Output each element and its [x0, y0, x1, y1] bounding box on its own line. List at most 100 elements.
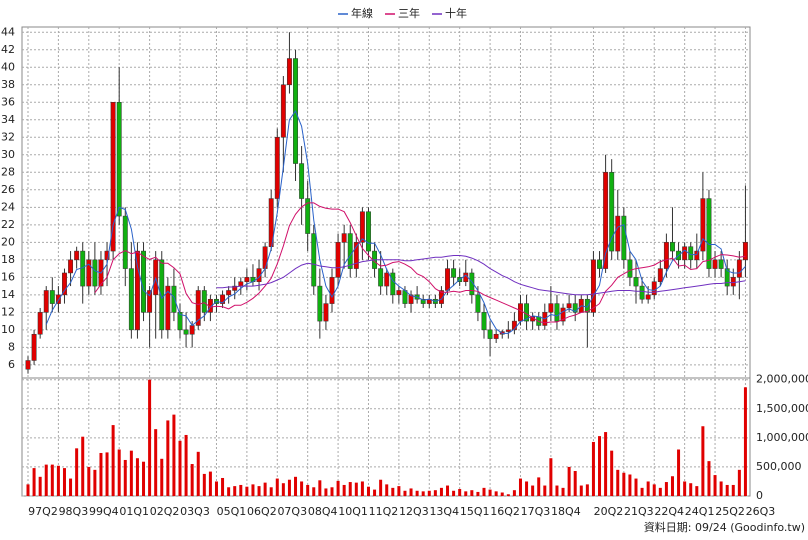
volume-bar [719, 481, 723, 496]
volume-bar [439, 487, 443, 496]
candle-body [742, 242, 748, 261]
volume-bar [148, 379, 152, 496]
volume-bar [56, 465, 60, 496]
x-tick-label: 17Q3 [521, 505, 551, 518]
volume-bar [50, 464, 54, 496]
candle-body [353, 242, 359, 269]
candle-body [104, 250, 110, 261]
candle-body [262, 246, 268, 269]
volume-bar [731, 484, 735, 496]
candle-body [305, 198, 311, 234]
candle-body [390, 272, 396, 296]
legend-label: 十年 [445, 6, 467, 20]
x-tick-label: 05Q1 [217, 505, 247, 518]
volume-bar [506, 494, 510, 496]
volume-bar [683, 481, 687, 496]
candle-body [183, 329, 189, 335]
candle-body [396, 290, 402, 296]
candle-body [469, 272, 475, 296]
volume-bar [598, 436, 602, 496]
volume-bar [287, 479, 291, 496]
candle-body [670, 242, 675, 252]
candle-body [329, 277, 335, 304]
ma-line [216, 255, 746, 296]
y-tick-label: 26 [1, 183, 15, 196]
x-tick-label: 16Q2 [490, 505, 520, 518]
volume-bar [591, 441, 595, 496]
volume-bar [525, 481, 529, 496]
legend-label: 年線 [351, 6, 373, 20]
x-tick-label: 03Q3 [180, 505, 210, 518]
volume-bar [38, 476, 42, 496]
x-tick-label: 02Q2 [150, 505, 180, 518]
candle-body [694, 250, 700, 261]
candle-body [724, 268, 730, 287]
candle-body [384, 272, 390, 287]
volume-bar [500, 492, 504, 496]
x-tick-label: 24Q1 [685, 505, 715, 518]
volume-bar [537, 477, 541, 496]
y-tick-label: 36 [1, 95, 15, 108]
candle-body [323, 303, 329, 322]
candle-body [445, 268, 450, 291]
volume-bar [567, 466, 571, 496]
x-tick-label: 13Q4 [429, 505, 459, 518]
x-tick-label: 25Q2 [715, 505, 745, 518]
candle-body [116, 102, 122, 217]
volume-bar [403, 490, 407, 496]
y-tick-label: 14 [1, 288, 15, 301]
candle-body [560, 307, 566, 322]
volume-bar [634, 478, 638, 496]
candle-body [451, 268, 457, 278]
volume-bar [160, 458, 164, 496]
candle-body [584, 298, 590, 313]
volume-bar [142, 461, 146, 496]
volume-bar [713, 475, 717, 496]
candle-body [682, 246, 688, 261]
candle-body [663, 242, 669, 269]
x-tick-label: 10Q1 [338, 505, 368, 518]
volume-bar [360, 481, 364, 496]
volume-bar [294, 476, 298, 496]
candle-body [43, 290, 49, 313]
candle-body [621, 215, 627, 261]
volume-bar [543, 485, 547, 496]
x-tick-label: 20Q2 [594, 505, 624, 518]
candle-body [128, 268, 134, 331]
y-tick-label: 8 [8, 340, 15, 353]
candle-body [645, 294, 651, 300]
candle-body [226, 290, 232, 296]
volume-bar [604, 432, 608, 496]
volume-bar [354, 482, 358, 496]
candle-body [518, 303, 523, 322]
volume-tick-label: 0 [756, 489, 763, 502]
candle-body [639, 285, 645, 300]
candle-body [487, 329, 493, 339]
volume-bar [373, 489, 377, 496]
volume-bar [221, 477, 225, 496]
candle-body [220, 294, 226, 304]
volume-bar [306, 484, 310, 496]
x-tick-label: 12Q3 [399, 505, 429, 518]
volume-bar [62, 468, 66, 496]
volume-bar [178, 440, 182, 496]
candle-body [633, 277, 639, 287]
volume-bar [117, 449, 121, 496]
candle-body [232, 285, 238, 291]
volume-bar [391, 487, 395, 496]
volume-bar [677, 449, 681, 496]
candle-body [244, 277, 250, 282]
y-tick-label: 16 [1, 270, 15, 283]
x-tick-label: 98Q3 [59, 505, 89, 518]
volume-bar [573, 471, 577, 496]
x-tick-label: 01Q1 [119, 505, 149, 518]
candle-body [718, 259, 724, 269]
volume-bar [26, 484, 30, 496]
volume-bar [421, 491, 425, 496]
candle-body [25, 360, 31, 370]
volume-bar [69, 478, 73, 496]
candle-body [74, 250, 80, 261]
volume-bar [664, 482, 668, 496]
volume-bar [670, 476, 674, 496]
volume-bar [415, 490, 419, 496]
